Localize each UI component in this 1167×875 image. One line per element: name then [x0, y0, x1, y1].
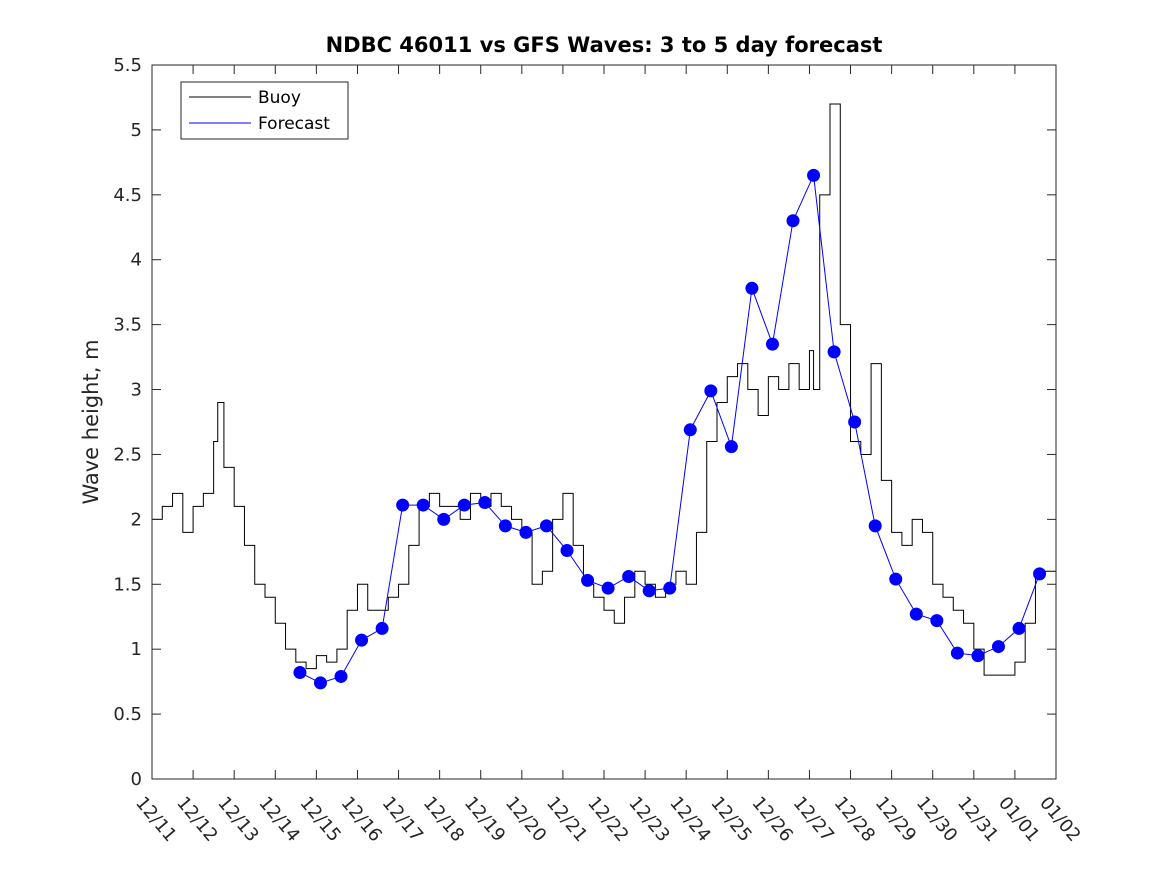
- forecast-point: [581, 573, 595, 587]
- marker-layer: [293, 168, 1047, 690]
- forecast-point: [848, 415, 862, 429]
- forecast-point: [950, 646, 964, 660]
- forecast-point: [1033, 567, 1047, 581]
- forecast-point: [991, 640, 1005, 654]
- forecast-point: [724, 440, 738, 454]
- forecast-point: [313, 676, 327, 690]
- forecast-point: [868, 519, 882, 533]
- legend-forecast-label: Forecast: [258, 114, 330, 134]
- y-tick-label: 4.5: [113, 185, 142, 206]
- forecast-point: [560, 544, 574, 558]
- y-tick-label: 2.5: [113, 444, 142, 465]
- forecast-point: [519, 525, 533, 539]
- forecast-point: [457, 498, 471, 512]
- y-tick-label: 3.5: [113, 315, 142, 336]
- forecast-point: [601, 581, 615, 595]
- y-tick-label: 1: [131, 639, 142, 660]
- chart-title: NDBC 46011 vs GFS Waves: 3 to 5 day fore…: [326, 33, 883, 57]
- y-tick-label: 0.5: [113, 704, 142, 725]
- forecast-point: [642, 584, 656, 598]
- forecast-point: [683, 423, 697, 437]
- forecast-point: [663, 581, 677, 595]
- forecast-point: [355, 633, 369, 647]
- forecast-point: [827, 345, 841, 359]
- forecast-point: [293, 666, 307, 680]
- forecast-point: [539, 519, 553, 533]
- forecast-point: [889, 572, 903, 586]
- y-tick-label: 5: [131, 120, 142, 141]
- y-tick-label: 3: [131, 380, 142, 401]
- forecast-point: [704, 384, 718, 398]
- forecast-point: [971, 649, 985, 663]
- forecast-point: [498, 519, 512, 533]
- y-tick-label: 0: [131, 769, 142, 790]
- forecast-point: [1012, 621, 1026, 635]
- plot-area: [152, 65, 1056, 779]
- legend: Buoy Forecast: [180, 81, 349, 140]
- y-tick-label: 4: [131, 250, 142, 271]
- forecast-point: [807, 168, 821, 182]
- legend-box: [180, 81, 349, 140]
- forecast-point: [478, 495, 492, 509]
- forecast-point: [765, 337, 779, 351]
- forecast-point: [334, 669, 348, 683]
- y-tick-label: 5.5: [113, 55, 142, 76]
- legend-buoy-label: Buoy: [258, 88, 301, 108]
- forecast-point: [437, 512, 451, 526]
- forecast-point: [909, 607, 923, 621]
- forecast-point: [786, 214, 800, 228]
- buoy-series-line: [152, 103, 1057, 676]
- y-tick-label: 2: [131, 509, 142, 530]
- forecast-point: [396, 498, 410, 512]
- forecast-point: [375, 621, 389, 635]
- forecast-point: [930, 614, 944, 628]
- y-axis-label: Wave height, m: [79, 339, 103, 504]
- forecast-point: [416, 498, 430, 512]
- y-tick-label: 1.5: [113, 574, 142, 595]
- forecast-point: [745, 281, 759, 295]
- forecast-point: [622, 569, 636, 583]
